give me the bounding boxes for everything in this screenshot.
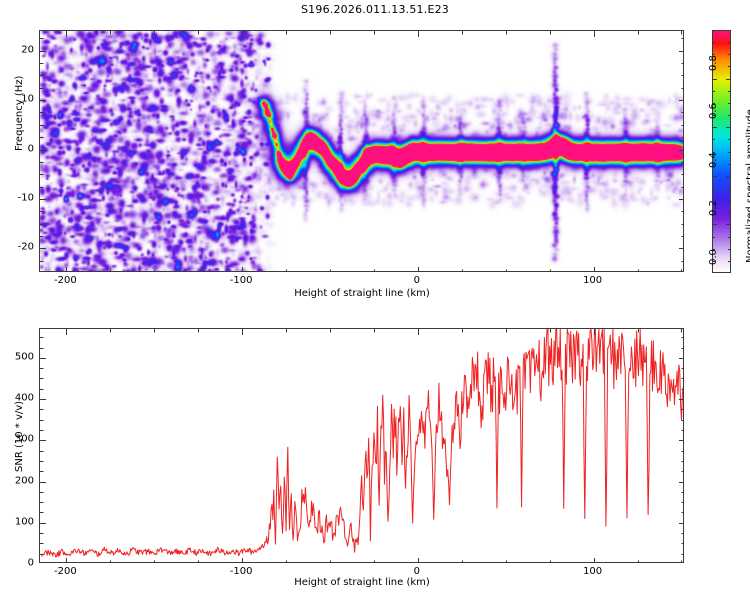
snr-xtick--200: -200 [54, 566, 77, 577]
spectrogram-xtick-100: 100 [583, 275, 603, 286]
snr-ytick-500: 500 [14, 351, 34, 363]
spectrogram-ytick-0: 0 [27, 143, 34, 155]
snr-y-axis-title: SNR (10 * v/v) [14, 400, 25, 472]
snr-ytick-200: 200 [14, 475, 34, 487]
colorbar-tick-0.4: 0.4 [708, 151, 719, 168]
spectrogram-ytick-20: 20 [21, 44, 34, 56]
spectrogram-ytick--20: -20 [17, 241, 34, 253]
colorbar-tick-0.6: 0.6 [708, 103, 719, 120]
spectrogram-image [40, 31, 683, 271]
colorbar-group [712, 30, 731, 273]
snr-xtick-0: 0 [413, 566, 421, 577]
spectrogram-xtick--100: -100 [229, 275, 253, 286]
spectrogram-ytick--10: -10 [17, 192, 34, 204]
snr-line-series [41, 329, 683, 558]
spectrogram-x-axis-title: Height of straight line (km) [294, 288, 430, 299]
snr-plot-area [39, 328, 684, 563]
snr-xtick-100: 100 [583, 566, 603, 577]
snr-xtick--100: -100 [229, 566, 253, 577]
snr-x-axis-title: Height of straight line (km) [294, 577, 430, 588]
snr-ytick-300: 300 [14, 433, 34, 445]
colorbar-gradient [712, 30, 731, 273]
snr-tick-marks [40, 329, 683, 562]
spectrogram-ytick-10: 10 [21, 93, 34, 105]
figure-title: S196.2026.011.13.51.E23 [301, 3, 449, 16]
snr-ytick-0: 0 [27, 557, 34, 569]
spectrogram-plot-area [39, 30, 684, 272]
colorbar-tick-0.8: 0.8 [708, 54, 719, 71]
snr-ytick-400: 400 [14, 392, 34, 404]
spectrogram-tick-marks [40, 31, 683, 271]
spectrogram-xtick--200: -200 [54, 275, 77, 286]
colorbar-tick-0.0: 0.0 [708, 249, 719, 266]
colorbar-tick-marks [712, 30, 731, 262]
spectrogram-xtick-0: 0 [413, 275, 421, 286]
colorbar-tick-0.2: 0.2 [708, 200, 719, 217]
colorbar-title: Normalized spectral amplitude [745, 109, 750, 263]
snr-ytick-100: 100 [14, 516, 34, 528]
spectrogram-y-axis-title: Frequency (Hz) [14, 75, 25, 151]
